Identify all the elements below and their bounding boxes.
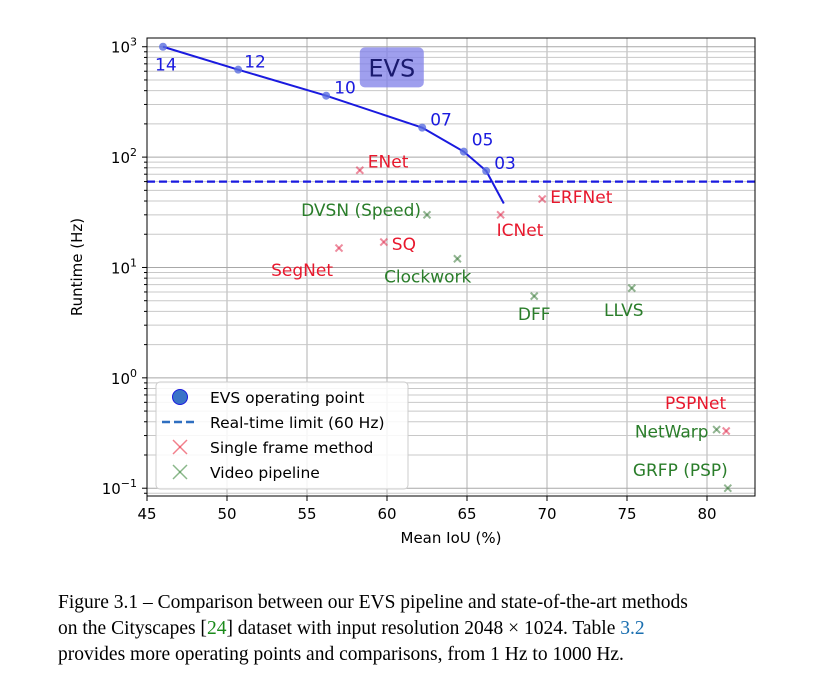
caption-text: . Table <box>562 618 621 639</box>
x-tick-label: 55 <box>297 505 316 523</box>
video-label: DVSN (Speed) <box>301 201 421 221</box>
y-tick-label: 10−1 <box>102 477 137 498</box>
y-tick-label: 101 <box>111 256 137 277</box>
single-frame-marker <box>355 166 365 175</box>
axis-ticks: 45 50 55 60 65 70 75 80 10−1 100 101 102 103 <box>102 36 717 523</box>
evs-point <box>459 147 468 156</box>
citation-link[interactable]: 24 <box>206 618 227 639</box>
evs-point <box>159 42 167 51</box>
legend-entry: Video pipeline <box>210 464 320 482</box>
video-label: NetWarp <box>635 423 709 443</box>
evs-point-label: 14 <box>155 56 177 76</box>
single-frame-label: SegNet <box>271 261 333 281</box>
caption-line-3: provides more operating points and compa… <box>58 644 624 665</box>
video-label: DFF <box>518 305 551 325</box>
caption-text: ] dataset with input resolution <box>226 618 465 639</box>
evs-point-label: 05 <box>472 131 494 151</box>
single-frame-label: ENet <box>368 152 409 172</box>
evs-point-label: 12 <box>244 53 266 73</box>
x-tick-label: 75 <box>617 505 636 523</box>
video-marker <box>723 484 733 493</box>
x-tick-label: 50 <box>217 505 236 523</box>
evs-curve-line <box>162 45 505 204</box>
legend: EVS operating point Real-time limit (60 H… <box>155 381 409 490</box>
x-tick-label: 45 <box>137 505 156 523</box>
x-tick-label: 70 <box>537 505 556 523</box>
y-tick-label: 100 <box>111 367 137 388</box>
video-marker <box>712 425 721 434</box>
single-frame-marker <box>379 237 389 247</box>
caption-math: 2048 × 1024 <box>464 618 563 639</box>
x-tick-label: 60 <box>377 505 396 523</box>
video-marker <box>453 254 462 263</box>
evs-point <box>482 166 491 175</box>
caption-line-2: on the Cityscapes [24] dataset with inpu… <box>58 616 788 642</box>
caption-line-1: Figure 3.1 – Comparison between our EVS … <box>58 592 688 613</box>
single-frame-marker <box>496 210 505 220</box>
video-label: GRFP (PSP) <box>633 461 728 481</box>
legend-entry: EVS operating point <box>210 389 364 407</box>
single-frame-marker <box>334 243 344 253</box>
y-tick-label: 102 <box>111 146 137 167</box>
evs-badge-box <box>359 47 424 88</box>
legend-entry: Single frame method <box>210 439 373 457</box>
x-tick-label: 65 <box>457 505 476 523</box>
evs-point-label: 03 <box>494 154 516 174</box>
plot-frame <box>146 37 756 497</box>
single-frame-marker <box>721 426 731 436</box>
figure-caption: Figure 3.1 – Comparison between our EVS … <box>58 590 788 668</box>
legend-swatch-evs <box>172 389 188 405</box>
evs-point-label: 10 <box>334 79 356 99</box>
evs-point <box>322 91 331 100</box>
table-link[interactable]: 3.2 <box>620 618 645 639</box>
single-frame-label: SQ <box>392 235 416 255</box>
single-frame-label: PSPNet <box>665 394 726 414</box>
y-tick-label: 103 <box>111 36 137 57</box>
y-axis-label: Runtime (Hz) <box>68 218 86 316</box>
video-marker <box>422 210 432 220</box>
single-frame-marker <box>537 194 547 204</box>
video-marker <box>627 283 637 293</box>
single-frame-label: ERFNet <box>550 188 613 208</box>
video-marker <box>529 291 539 301</box>
evs-point <box>418 123 427 132</box>
evs-point-label: 07 <box>430 111 452 131</box>
single-frame-label: ICNet <box>497 221 544 241</box>
evs-badge: EVS <box>368 54 415 82</box>
legend-swatch-video <box>172 464 188 480</box>
legend-entry: Real-time limit (60 Hz) <box>210 414 385 432</box>
legend-box <box>155 381 409 490</box>
video-label: Clockwork <box>384 268 471 288</box>
legend-swatch-single <box>172 439 188 455</box>
x-tick-label: 80 <box>697 505 716 523</box>
x-axis-label: Mean IoU (%) <box>401 529 502 547</box>
video-label: LLVS <box>604 301 644 321</box>
caption-text: on the Cityscapes [ <box>58 618 207 639</box>
evs-point <box>234 65 243 74</box>
chart: 45 50 55 60 65 70 75 80 10−1 100 101 102 103 14 12 10 0… <box>68 36 756 547</box>
